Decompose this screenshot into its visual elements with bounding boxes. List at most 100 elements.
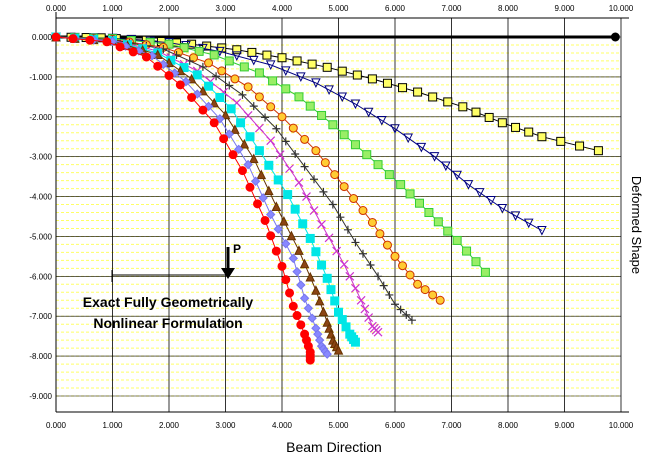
data-point: [279, 216, 289, 226]
data-point: [198, 62, 207, 71]
data-point: [363, 107, 374, 118]
x-tick-label-bottom: 3.000: [215, 421, 236, 430]
load-label: P: [233, 242, 241, 256]
data-point: [217, 66, 227, 76]
x-tick-label-bottom: 6.000: [385, 421, 406, 430]
data-point: [266, 231, 276, 241]
data-point: [264, 185, 274, 196]
y-tick-label: 0.000: [32, 33, 53, 42]
data-point: [153, 61, 163, 71]
data-point: [396, 180, 406, 190]
data-point: [443, 97, 453, 107]
data-point: [239, 62, 249, 72]
data-point: [396, 305, 405, 314]
data-point: [115, 42, 125, 52]
data-point: [360, 304, 370, 314]
series-line: [55, 36, 379, 333]
data-point: [441, 161, 451, 172]
data-point: [296, 72, 306, 83]
data-point: [303, 303, 314, 313]
series-10: [51, 32, 315, 365]
data-point: [382, 240, 392, 250]
data-point: [294, 92, 304, 102]
data-point: [322, 273, 332, 283]
data-point: [367, 217, 377, 227]
x-tick-label-top: 0.000: [46, 4, 67, 13]
data-point: [215, 92, 225, 102]
data-point: [309, 206, 319, 215]
x-tick-label-bottom: 8.000: [498, 421, 519, 430]
data-point: [237, 166, 247, 176]
data-point: [428, 92, 438, 102]
y-tick-label: -1.000: [29, 73, 52, 82]
data-point: [299, 293, 310, 303]
data-point: [320, 158, 330, 168]
data-point: [281, 275, 291, 285]
data-point: [220, 109, 231, 120]
data-point: [202, 41, 212, 51]
data-point: [273, 175, 283, 185]
data-point: [243, 159, 253, 170]
data-point: [268, 76, 278, 86]
data-point: [537, 132, 547, 142]
data-point: [298, 219, 308, 229]
series-line: [55, 36, 486, 273]
data-point: [364, 313, 374, 322]
annotation-line-1: Exact Fully Geometrically: [83, 294, 254, 310]
data-point: [243, 111, 253, 120]
x-tick-label-bottom: 7.000: [441, 421, 462, 430]
data-point: [332, 246, 342, 256]
x-tick-label-bottom: 1.000: [102, 421, 123, 430]
data-point: [307, 313, 317, 323]
data-point: [248, 153, 259, 164]
data-point: [497, 118, 507, 128]
data-point: [349, 194, 359, 204]
data-point: [179, 43, 189, 53]
data-point: [300, 162, 309, 171]
data-point: [311, 247, 321, 257]
data-point: [398, 83, 408, 93]
data-point: [209, 50, 219, 60]
data-point: [245, 132, 255, 142]
data-point: [128, 47, 138, 57]
y-tick-label: -6.000: [29, 272, 52, 281]
data-point: [219, 134, 229, 144]
data-point: [317, 260, 327, 270]
data-point: [209, 118, 219, 128]
data-point: [194, 46, 204, 56]
data-point: [285, 288, 295, 298]
data-point: [358, 206, 368, 216]
data-point: [398, 261, 408, 271]
x-tick-label-top: 1.000: [102, 4, 123, 13]
data-point: [407, 316, 416, 325]
data-point: [317, 220, 326, 229]
data-point: [334, 307, 343, 317]
data-point: [474, 188, 485, 198]
data-point: [247, 47, 257, 57]
data-point: [326, 285, 336, 295]
data-point: [433, 217, 443, 227]
data-point: [233, 144, 244, 155]
data-point: [424, 208, 434, 218]
data-point: [405, 189, 415, 199]
data-point: [428, 290, 438, 300]
data-point: [463, 180, 474, 190]
x-tick-label-top: 8.000: [498, 4, 519, 13]
series-line: [55, 36, 543, 231]
data-point: [281, 137, 290, 146]
data-point: [402, 310, 411, 319]
series-group: [51, 31, 620, 365]
data-point: [280, 66, 291, 77]
data-point: [265, 209, 276, 220]
data-point: [377, 116, 387, 126]
data-point: [260, 215, 270, 225]
x-tick-label-top: 2.000: [159, 4, 180, 13]
data-point: [254, 123, 264, 133]
data-point: [258, 193, 268, 203]
data-point: [230, 74, 240, 84]
data-point: [277, 261, 287, 271]
data-point: [275, 150, 285, 160]
data-point: [405, 270, 415, 280]
data-point: [523, 218, 534, 229]
tick-labels: 0.000 0.000 1.000 1.000 2.000 2.000 3.000 3.000…: [29, 4, 633, 430]
